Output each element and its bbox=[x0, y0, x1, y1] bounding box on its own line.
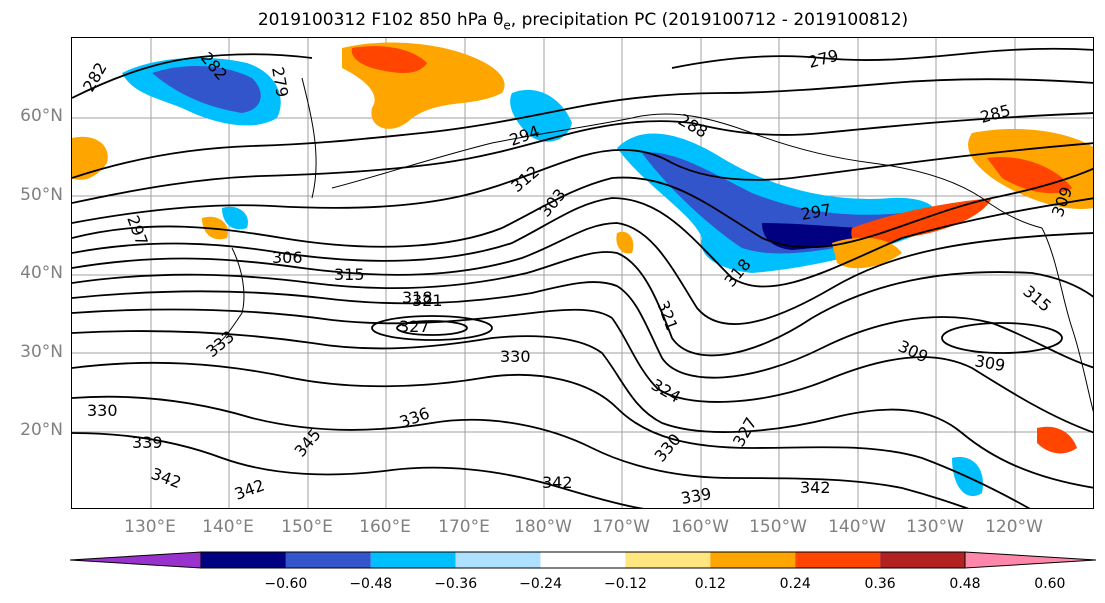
contour-label: 306 bbox=[272, 248, 303, 267]
coastline-na-west bbox=[1041, 227, 1093, 413]
colorbar-tick-label: 0.12 bbox=[694, 576, 726, 592]
contour-label: 342 bbox=[542, 473, 573, 492]
coastline-kamchatka bbox=[301, 77, 317, 199]
lat-label-60n: 60°N bbox=[20, 106, 63, 126]
contour-label: 330 bbox=[651, 430, 685, 466]
lon-label-160w: 160°W bbox=[671, 517, 729, 537]
colorbar-segment bbox=[455, 552, 541, 568]
contour-label: 312 bbox=[507, 162, 543, 196]
lon-label-150w: 150°W bbox=[749, 517, 807, 537]
positive-region-bering-core bbox=[351, 46, 427, 73]
lon-label-170w: 170°W bbox=[592, 517, 650, 537]
coastline-aleutians bbox=[331, 117, 633, 189]
colorbar-extend-max bbox=[964, 551, 1096, 569]
lon-label-170e: 170°E bbox=[438, 517, 490, 537]
coastline-alaska bbox=[631, 113, 1043, 229]
colorbar bbox=[70, 551, 1096, 569]
map-plot: 282 282 279 279 294 288 312 303 297 285 … bbox=[72, 38, 1093, 508]
colorbar-segment bbox=[285, 552, 371, 568]
colorbar-tick-label: −0.12 bbox=[603, 576, 647, 592]
lat-label-50n: 50°N bbox=[20, 185, 63, 205]
coastlines bbox=[211, 77, 1093, 413]
contour-label: 330 bbox=[500, 347, 531, 366]
contour-label: 279 bbox=[806, 46, 840, 72]
colorbar-segment bbox=[540, 552, 626, 568]
negative-region-gulf-alaska-deep bbox=[762, 223, 872, 250]
colorbar-tick-label: 0.36 bbox=[864, 576, 896, 592]
lon-label-150e: 150°E bbox=[281, 517, 333, 537]
contour-label: 324 bbox=[648, 375, 684, 407]
positive-region-kamchatka bbox=[72, 136, 108, 180]
positive-region-ne-pacific bbox=[851, 198, 992, 247]
contour-label: 330 bbox=[87, 401, 118, 420]
lon-label-130e: 130°E bbox=[124, 517, 176, 537]
contour-label: 342 bbox=[232, 475, 267, 503]
lat-label-30n: 30°N bbox=[20, 342, 63, 362]
lon-label-140w: 140°W bbox=[828, 517, 886, 537]
colorbar-segment bbox=[370, 552, 456, 568]
theta-e-contours bbox=[72, 47, 1093, 508]
colorbar-segment bbox=[795, 552, 881, 568]
contour-label: 309 bbox=[895, 336, 931, 366]
lon-label-130w: 130°W bbox=[906, 517, 964, 537]
contour-label: 321 bbox=[653, 298, 681, 333]
colorbar-segment bbox=[201, 552, 286, 568]
contour-label: 315 bbox=[334, 265, 365, 284]
positive-region-central-pacific bbox=[616, 231, 634, 254]
colorbar-tick-label: 0.60 bbox=[1034, 576, 1066, 592]
colorbar-tick-label: −0.60 bbox=[264, 576, 308, 592]
colorbar-frame bbox=[200, 551, 966, 569]
contour-label: 321 bbox=[412, 291, 443, 310]
colorbar-tick-label: −0.36 bbox=[434, 576, 478, 592]
contour-label: 336 bbox=[397, 403, 432, 431]
contour-label: 339 bbox=[679, 484, 712, 508]
contour-label: 285 bbox=[978, 101, 1012, 127]
contour-label: 339 bbox=[132, 433, 163, 452]
negative-region-japan bbox=[222, 206, 248, 230]
colorbar-tick-label: 0.48 bbox=[949, 576, 981, 592]
colorbar-tick-label: −0.48 bbox=[349, 576, 393, 592]
colorbar-tick-label: −0.24 bbox=[519, 576, 562, 592]
precipitation-shading bbox=[72, 42, 1093, 497]
lon-label-180w: 180°W bbox=[514, 517, 572, 537]
colorbar-segment bbox=[710, 552, 796, 568]
contour-label: 342 bbox=[149, 464, 184, 492]
coastline-japan bbox=[211, 247, 245, 349]
colorbar-segment bbox=[880, 552, 965, 568]
map-panel: 282 282 279 279 294 288 312 303 297 285 … bbox=[71, 37, 1094, 509]
contour-label: 315 bbox=[1019, 282, 1055, 316]
contour-label: 294 bbox=[507, 121, 542, 149]
contour-label: 342 bbox=[800, 478, 831, 497]
lon-label-160e: 160°E bbox=[359, 517, 411, 537]
lat-label-40n: 40°N bbox=[20, 263, 63, 283]
lat-label-20n: 20°N bbox=[20, 420, 63, 440]
lon-label-120w: 120°W bbox=[985, 517, 1043, 537]
negative-region-okhotsk-core bbox=[152, 66, 261, 113]
map-title: 2019100312 F102 850 hPa θe, precipitatio… bbox=[257, 10, 909, 33]
contour-label: 318 bbox=[402, 288, 433, 307]
positive-region-mexico bbox=[1037, 426, 1077, 454]
colorbar-segment bbox=[625, 552, 711, 568]
contour-label: 282 bbox=[79, 59, 111, 95]
colorbar-tick-label: 0.24 bbox=[779, 576, 811, 592]
colorbar-extend-min bbox=[70, 551, 202, 569]
contour-label: 327 bbox=[399, 317, 430, 336]
negative-region-aleutian bbox=[510, 89, 572, 142]
contour-label: 345 bbox=[291, 425, 325, 461]
contour-label: 297 bbox=[123, 213, 151, 248]
lon-label-140e: 140°E bbox=[202, 517, 254, 537]
